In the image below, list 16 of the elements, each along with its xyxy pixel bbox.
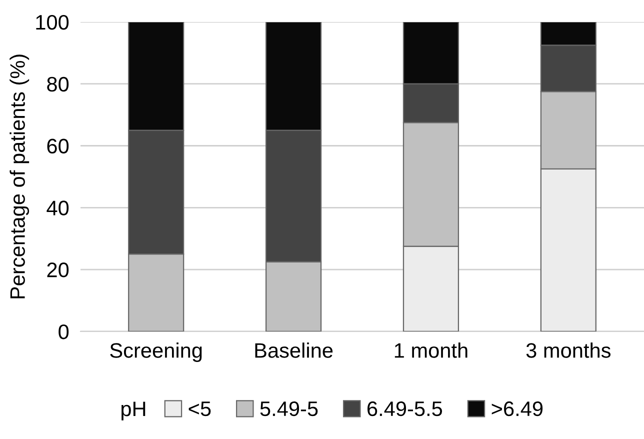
legend-label: 6.49-5.5 [368, 401, 442, 416]
x-tick-label: Baseline [255, 342, 333, 358]
x-tick-label: 1 month [394, 342, 468, 358]
legend-label: <5 [188, 402, 211, 416]
x-tick-label: Screening [110, 342, 202, 362]
legend-label: 5.49-5 [260, 401, 318, 416]
y-tick-label: 60 [47, 138, 69, 154]
y-tick-label: 20 [47, 262, 69, 278]
y-tick-label: 80 [47, 76, 69, 92]
y-axis-title: Percentage of patients (%) [10, 54, 30, 298]
x-tick-label: 3 months [526, 342, 611, 358]
y-tick-label: 100 [36, 14, 69, 30]
y-tick-label: 40 [46, 200, 69, 216]
y-tick-label: 0 [58, 324, 69, 340]
legend-title: pH [122, 402, 146, 420]
legend-label: >6.49 [492, 401, 543, 416]
